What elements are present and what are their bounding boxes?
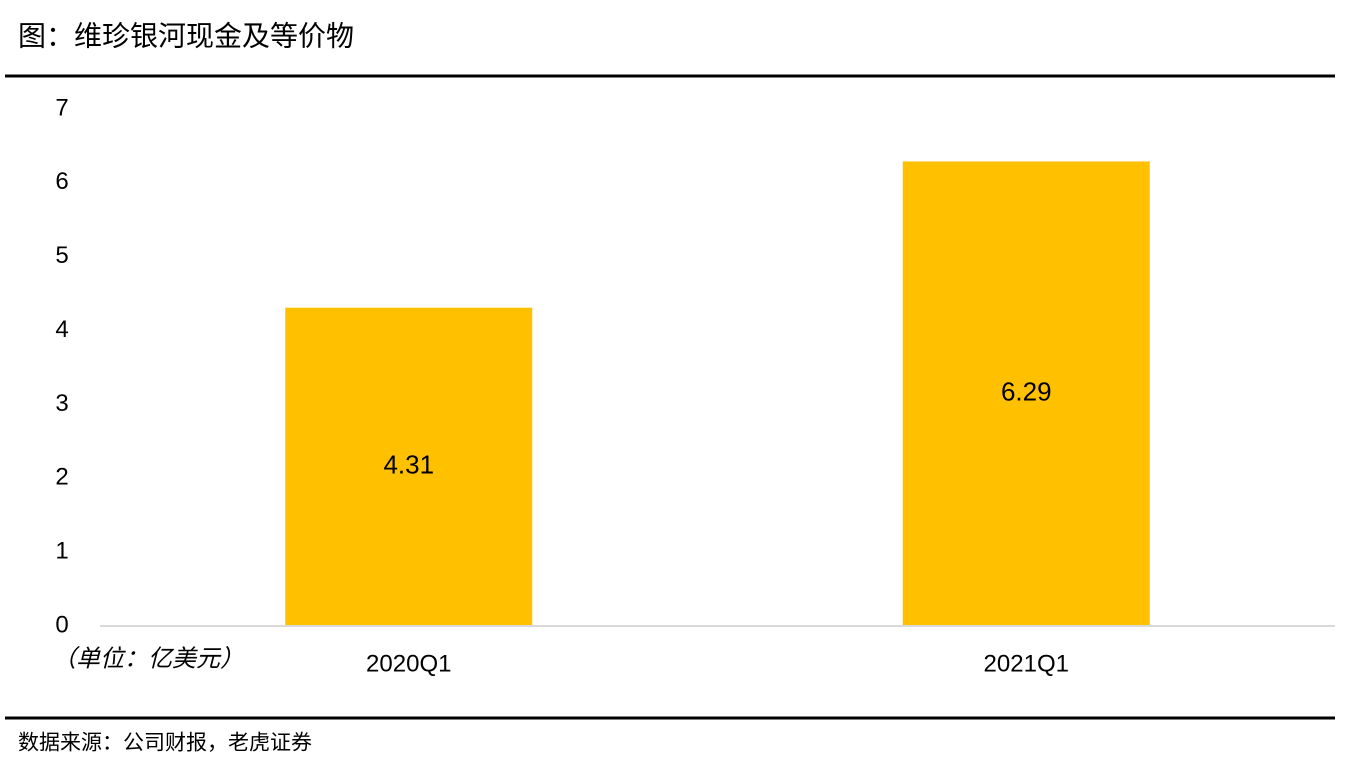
x-tick-label: 2021Q1 <box>984 650 1069 677</box>
y-tick-label: 7 <box>55 94 68 121</box>
x-tick-label: 2020Q1 <box>366 650 451 677</box>
value-label: 4.31 <box>383 450 434 480</box>
source-note: 数据来源：公司财报，老虎证券 <box>18 732 312 755</box>
y-tick-label: 4 <box>55 316 68 343</box>
value-label: 6.29 <box>1001 377 1052 407</box>
unit-note: （单位：亿美元） <box>52 645 244 672</box>
y-tick-label: 3 <box>55 390 68 417</box>
y-tick-label: 1 <box>55 537 68 564</box>
bar <box>902 161 1150 626</box>
y-tick-label: 6 <box>55 168 68 195</box>
y-tick-label: 5 <box>55 242 68 269</box>
y-tick-label: 0 <box>55 611 68 638</box>
chart-title: 图：维珍银河现金及等价物 <box>18 20 354 51</box>
y-tick-label: 2 <box>55 464 68 491</box>
bar <box>285 307 533 626</box>
